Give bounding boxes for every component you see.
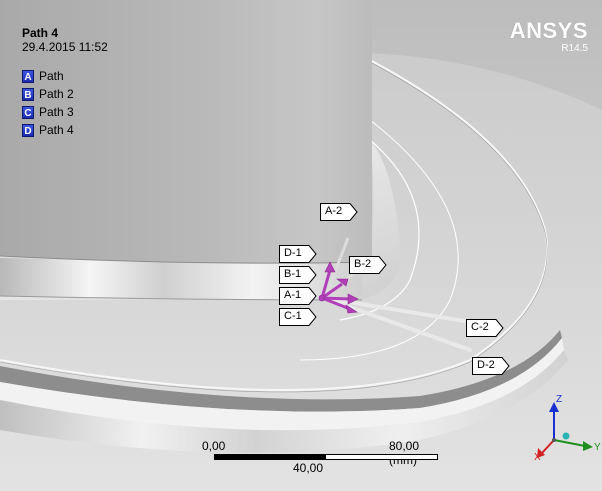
path-arrows bbox=[318, 261, 359, 314]
legend-label: Path bbox=[39, 69, 64, 83]
logo-version: R14.5 bbox=[561, 43, 588, 54]
path-tag-c2[interactable]: C-2 bbox=[466, 319, 504, 337]
legend-label: Path 4 bbox=[39, 123, 74, 137]
path-tag-c1[interactable]: C-1 bbox=[279, 308, 317, 326]
legend-swatch: A bbox=[22, 69, 34, 83]
path-tag-a2[interactable]: A-2 bbox=[320, 203, 358, 221]
legend-item[interactable]: A Path bbox=[22, 67, 74, 85]
ansys-logo: ANSYS R14.5 bbox=[509, 18, 588, 55]
legend-swatch: D bbox=[22, 123, 34, 137]
triad-x-label: X bbox=[534, 452, 541, 463]
path-legend: A Path B Path 2 C Path 3 D Path 4 bbox=[22, 67, 74, 139]
logo-text: ANSYS bbox=[509, 18, 588, 43]
path-tag-label: B-1 bbox=[284, 268, 302, 280]
legend-item[interactable]: D Path 4 bbox=[22, 121, 74, 139]
result-title: Path 4 bbox=[22, 26, 59, 40]
path-tag-d1[interactable]: D-1 bbox=[279, 245, 317, 263]
path-tag-b2[interactable]: B-2 bbox=[349, 256, 387, 274]
scale-bar bbox=[214, 454, 438, 460]
path-tag-label: A-1 bbox=[284, 289, 302, 301]
scale-start-label: 0,00 bbox=[202, 439, 226, 453]
triad-axes bbox=[537, 402, 593, 458]
result-timestamp: 29.4.2015 11:52 bbox=[22, 40, 108, 54]
triad-z-label: Z bbox=[556, 394, 563, 405]
path-tag-a1[interactable]: A-1 bbox=[279, 287, 317, 305]
path-tag-label: B-2 bbox=[354, 258, 372, 270]
legend-item[interactable]: C Path 3 bbox=[22, 103, 74, 121]
scale-end-label: 80,00 (mm) bbox=[389, 439, 420, 467]
path-tag-label: A-2 bbox=[325, 205, 343, 217]
triad-y-label: Y bbox=[594, 442, 601, 453]
path-tag-label: D-2 bbox=[477, 359, 495, 371]
legend-item[interactable]: B Path 2 bbox=[22, 85, 74, 103]
coordinate-triad[interactable]: Z Y X bbox=[530, 390, 601, 465]
path-tag-label: D-1 bbox=[284, 247, 302, 259]
path-tag-b1[interactable]: B-1 bbox=[279, 266, 317, 284]
legend-swatch: C bbox=[22, 105, 34, 119]
legend-label: Path 3 bbox=[39, 105, 74, 119]
legend-label: Path 2 bbox=[39, 87, 74, 101]
path-tag-label: C-2 bbox=[471, 321, 489, 333]
legend-swatch: B bbox=[22, 87, 34, 101]
scale-mid-label: 40,00 bbox=[293, 461, 324, 475]
path-tag-d2[interactable]: D-2 bbox=[472, 357, 510, 375]
scale-ruler: 0,00 80,00 (mm) 40,00 bbox=[202, 439, 440, 479]
path-tag-label: C-1 bbox=[284, 310, 302, 322]
